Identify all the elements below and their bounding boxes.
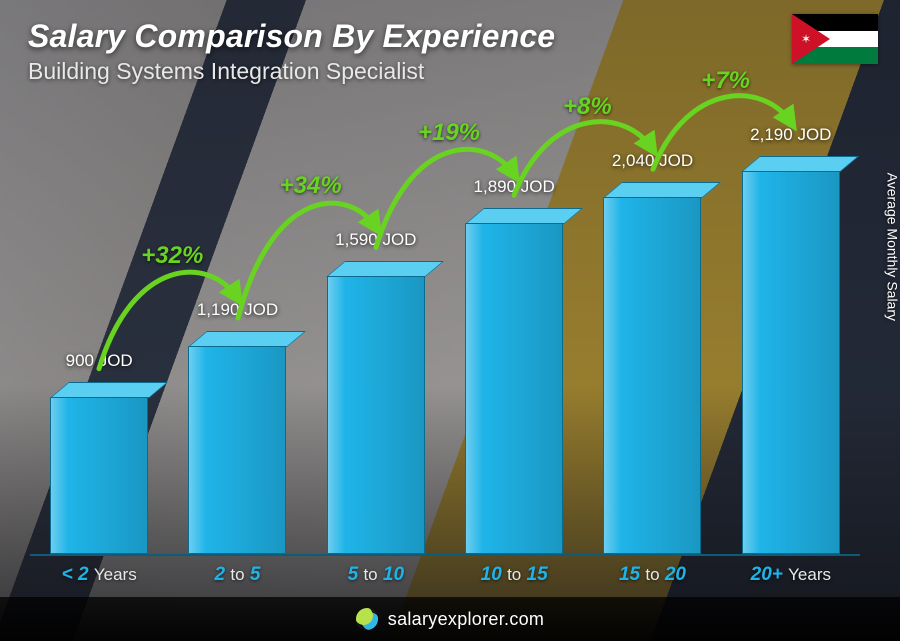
bar-slot: 2,190 JOD20+ Years: [722, 98, 860, 554]
bar-value-label: 1,890 JOD: [474, 177, 555, 197]
x-axis-label: < 2 Years: [62, 564, 137, 586]
bar: [742, 171, 840, 554]
bar-value-label: 2,190 JOD: [750, 125, 831, 145]
infographic-stage: Salary Comparison By Experience Building…: [0, 0, 900, 641]
bar-slot: 1,190 JOD2 to 5: [168, 98, 306, 554]
x-axis-label: 5 to 10: [348, 564, 404, 586]
bar: [603, 197, 701, 554]
bar-value-label: 900 JOD: [66, 351, 133, 371]
footer-site: salaryexplorer.com: [388, 609, 544, 630]
logo-icon: [356, 608, 378, 630]
flag-star: ✶: [801, 33, 811, 45]
bar-slot: 2,040 JOD15 to 20: [583, 98, 721, 554]
bar: [465, 223, 563, 554]
salary-bar-chart: 900 JOD< 2 Years1,190 JOD2 to 51,590 JOD…: [30, 100, 860, 556]
bar-slot: 900 JOD< 2 Years: [30, 98, 168, 554]
y-axis-label: Average Monthly Salary: [884, 172, 900, 320]
bar-value-label: 2,040 JOD: [612, 151, 693, 171]
x-axis-label: 20+ Years: [751, 564, 831, 586]
footer: salaryexplorer.com: [0, 597, 900, 641]
increase-pct: +7%: [701, 67, 750, 95]
bar-value-label: 1,590 JOD: [335, 230, 416, 250]
x-axis-label: 2 to 5: [215, 564, 261, 586]
x-axis-label: 10 to 15: [481, 564, 548, 586]
bar-slot: 1,590 JOD5 to 10: [307, 98, 445, 554]
bar: [327, 276, 425, 554]
bar-value-label: 1,190 JOD: [197, 300, 278, 320]
bar-slot: 1,890 JOD10 to 15: [445, 98, 583, 554]
bar: [50, 397, 148, 554]
x-axis-label: 15 to 20: [619, 564, 686, 586]
bar: [188, 346, 286, 554]
country-flag-jordan: ✶: [792, 14, 878, 64]
chart-subtitle: Building Systems Integration Specialist: [28, 58, 424, 85]
chart-title: Salary Comparison By Experience: [28, 18, 555, 55]
